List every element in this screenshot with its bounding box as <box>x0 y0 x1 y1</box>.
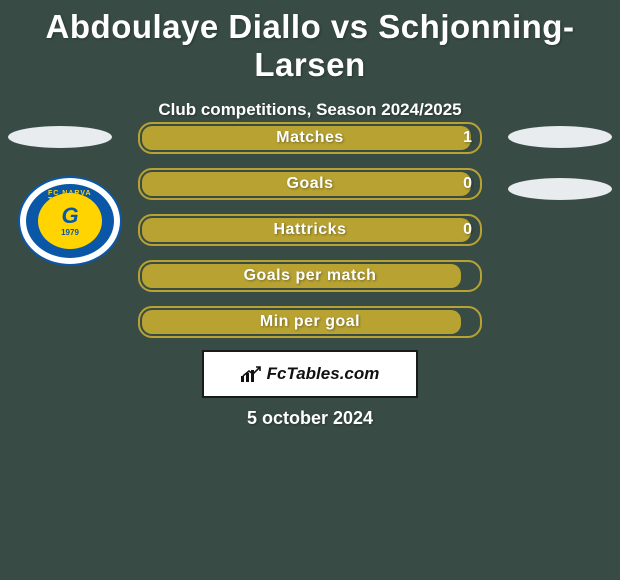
stat-bar-row: Hattricks0 <box>138 214 482 246</box>
stat-bar-value-right: 0 <box>463 168 472 200</box>
club-badge: FC NARVA TRANS G 1979 <box>20 178 120 264</box>
stat-bars: Matches1Goals0Hattricks0Goals per matchM… <box>138 122 482 352</box>
stat-bar-row: Min per goal <box>138 306 482 338</box>
stat-bar-label: Min per goal <box>138 306 482 338</box>
page-subtitle: Club competitions, Season 2024/2025 <box>0 100 620 120</box>
stat-bar-label: Goals per match <box>138 260 482 292</box>
brand-box: FcTables.com <box>202 350 418 398</box>
page-title: Abdoulaye Diallo vs Schjonning-Larsen <box>0 0 620 84</box>
stat-bar-label: Matches <box>138 122 482 154</box>
club-badge-letter: G <box>61 205 78 227</box>
chart-arrow-icon <box>241 366 261 382</box>
footer-date: 5 october 2024 <box>0 408 620 429</box>
stat-bar-row: Goals0 <box>138 168 482 200</box>
brand-text: FcTables.com <box>267 364 380 384</box>
placeholder-ellipse-left <box>8 126 112 148</box>
club-badge-year: 1979 <box>61 228 79 237</box>
placeholder-ellipse-right-2 <box>508 178 612 200</box>
stat-bar-value-right: 0 <box>463 214 472 246</box>
stat-bar-row: Matches1 <box>138 122 482 154</box>
stat-bar-value-right: 1 <box>463 122 472 154</box>
stat-bar-label: Hattricks <box>138 214 482 246</box>
stat-bar-row: Goals per match <box>138 260 482 292</box>
stat-bar-label: Goals <box>138 168 482 200</box>
club-badge-arc-text: FC NARVA TRANS <box>48 190 92 204</box>
placeholder-ellipse-right-1 <box>508 126 612 148</box>
